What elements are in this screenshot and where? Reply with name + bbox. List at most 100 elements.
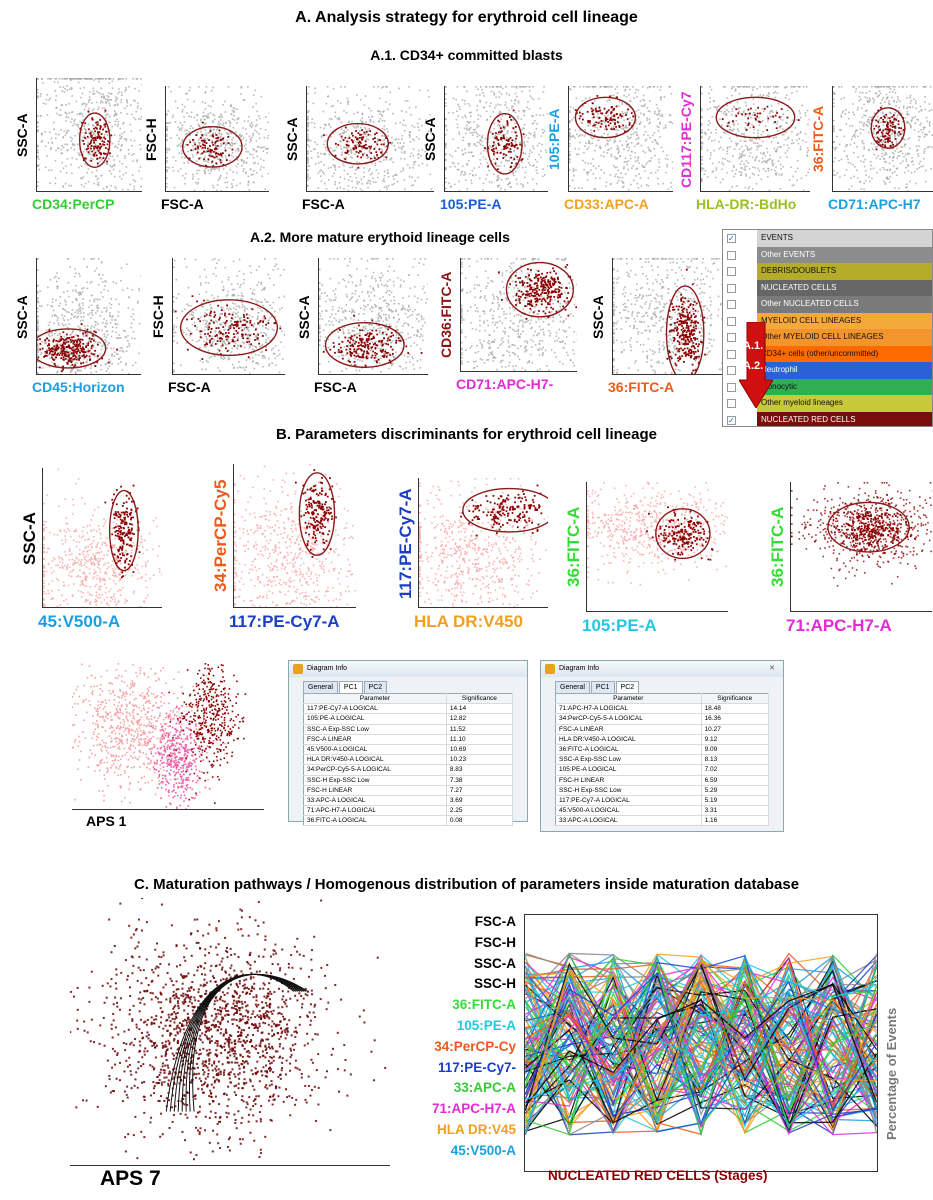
table-row[interactable]: 36:FITC-A LOGICAL 9.09 <box>555 744 770 756</box>
plot-a1-7: 36:FITC-A CD71:APC-H7 <box>810 86 933 212</box>
aps1-label: APS 1 <box>86 813 127 829</box>
gate-checkbox[interactable] <box>727 250 736 260</box>
table-row[interactable]: 105:PE-A LOGICAL 7.02 <box>555 764 770 776</box>
gate-checkbox[interactable] <box>727 267 736 276</box>
table-row[interactable]: SSC-H Exp-SSC Low 5.29 <box>555 785 770 796</box>
gate-tree-row[interactable]: Other myeloid lineages <box>723 395 932 412</box>
table-row[interactable]: 34:PerCP-Cy5-5-A LOGICAL 8.83 <box>303 764 514 776</box>
table-row[interactable]: 36:FITC-A LOGICAL 0.08 <box>303 815 514 827</box>
gate-checkbox[interactable] <box>727 316 736 326</box>
parameter-list: FSC-A FSC-H SSC-A SSC-H 36:FITC-A 105:PE-A 34:… <box>420 912 516 1162</box>
dialog-tabs: General PC1 PC2 <box>555 681 640 693</box>
dialog-tabs: General PC1 PC2 <box>303 681 388 693</box>
table-row[interactable]: 34:PerCP-Cy5-5-A LOGICAL 16.36 <box>555 713 770 725</box>
aps7-plot <box>70 898 390 1166</box>
plot-a1-3: SSC-A FSC-A <box>284 86 434 212</box>
section-c-heading: C. Maturation pathways / Homogenous dist… <box>133 876 800 893</box>
significance-cell: 9.12 <box>701 734 770 745</box>
tab-pc2[interactable]: PC2 <box>615 681 640 693</box>
table-row[interactable]: FSC-H LINEAR 7.27 <box>303 785 514 796</box>
table-row[interactable]: 45:V500-A LOGICAL 3.31 <box>555 805 770 817</box>
parameter-cell: 105:PE-A LOGICAL <box>303 713 447 725</box>
gate-tree-row[interactable]: DEBRIS/DOUBLETS <box>723 263 932 280</box>
gate-label: Other NUCLEATED CELLS <box>757 296 932 313</box>
plot-a2-3: SSC-A FSC-A <box>296 258 428 395</box>
plot-a1-1-ylabel: SSC-A <box>14 113 30 157</box>
tab-pc1[interactable]: PC1 <box>338 681 363 693</box>
parameter-cell: 33:APC-A LOGICAL <box>303 795 447 807</box>
column-header-parameter[interactable]: Parameter <box>303 693 447 705</box>
gate-checkbox[interactable] <box>727 382 736 392</box>
gate-tree-row[interactable]: Monocytic <box>723 378 932 395</box>
significance-cell: 11.10 <box>446 734 514 745</box>
gate-tree-row[interactable]: Other MYELOID CELL LINEAGES <box>723 329 932 346</box>
gate-checkbox[interactable] <box>727 349 736 359</box>
plot-b-4: 36:FITC-A 105:PE-A <box>564 482 728 635</box>
table-row[interactable]: FSC-H LINEAR 6.59 <box>555 775 770 786</box>
table-row[interactable]: SSC-H Exp-SSC Low 7.38 <box>303 775 514 786</box>
dialog-title: Diagram Info <box>559 665 600 672</box>
table-row[interactable]: 117:PE-Cy7-A LOGICAL 5.19 <box>555 795 770 807</box>
tab-general[interactable]: General <box>555 681 590 693</box>
table-row[interactable]: 117:PE-Cy7-A LOGICAL 14.14 <box>303 703 514 715</box>
column-header-significance[interactable]: Significance <box>446 693 514 705</box>
significance-cell: 10.23 <box>446 754 514 766</box>
gate-checkbox[interactable] <box>727 283 736 293</box>
plot-b-5-gate <box>827 501 910 553</box>
significance-cell: 3.69 <box>446 795 514 807</box>
gate-label: MYELOID CELL LINEAGES <box>757 312 932 329</box>
gate-tree-row[interactable]: Other EVENTS <box>723 246 932 263</box>
column-header-parameter[interactable]: Parameter <box>555 693 702 705</box>
gate-tree-row[interactable]: NUCLEATED CELLS <box>723 279 932 296</box>
table-row[interactable]: HLA DR:V450-A LOGICAL 10.23 <box>303 754 514 766</box>
column-header-significance[interactable]: Significance <box>701 693 770 705</box>
gate-tree-row[interactable]: ✓ NUCLEATED RED CELLS <box>723 411 932 426</box>
table-row[interactable]: SSC-A Exp-SSC Low 8.13 <box>555 754 770 766</box>
plot-b-2-xlabel: 117:PE-Cy7-A <box>229 612 340 631</box>
table-row[interactable]: FSC-A LINEAR 10.27 <box>555 724 770 735</box>
significance-cell: 6.59 <box>701 775 770 786</box>
tab-pc1[interactable]: PC1 <box>590 681 615 693</box>
dialog-titlebar[interactable]: Diagram Info <box>289 661 527 677</box>
table-row[interactable]: 71:APC-H7-A LOGICAL 18.48 <box>555 703 770 715</box>
plot-b-5-xlabel: 71:APC-H7-A <box>786 616 892 635</box>
parameter-label: 33:APC-A <box>453 1080 516 1096</box>
plot-a2-2-xlabel: FSC-A <box>168 379 211 395</box>
gate-checkbox[interactable] <box>727 399 736 408</box>
table-row[interactable]: HLA DR:V450-A LOGICAL 9.12 <box>555 734 770 745</box>
plot-b-1-scatter <box>43 468 162 607</box>
table-row[interactable]: 71:APC-H7-A LOGICAL 2.25 <box>303 805 514 817</box>
plot-a1-7-scatter <box>833 86 933 191</box>
table-row[interactable]: 33:APC-A LOGICAL 1.16 <box>555 815 770 827</box>
close-icon[interactable]: ✕ <box>769 665 775 672</box>
gate-tree-row[interactable]: MYELOID CELL LINEAGES <box>723 312 932 329</box>
table-row[interactable]: FSC-A LINEAR 11.10 <box>303 734 514 745</box>
gate-tree-row[interactable]: CD34+ cells (other/uncommitted) <box>723 345 932 362</box>
gate-checkbox[interactable] <box>727 333 736 342</box>
gate-tree-row[interactable]: ✓ EVENTS <box>723 230 932 247</box>
gate-tree-row[interactable]: Other NUCLEATED CELLS <box>723 296 932 313</box>
significance-cell: 18.48 <box>701 703 770 715</box>
gate-checkbox[interactable] <box>727 300 736 309</box>
dialog-titlebar[interactable]: Diagram Info ✕ <box>541 661 783 677</box>
table-row[interactable]: 33:APC-A LOGICAL 3.69 <box>303 795 514 807</box>
table-row[interactable]: 105:PE-A LOGICAL 12.82 <box>303 713 514 725</box>
tab-pc2[interactable]: PC2 <box>363 681 388 693</box>
parameter-cell: HLA DR:V450-A LOGICAL <box>555 734 702 745</box>
diagram-info-dialog-pc1: Diagram Info General PC1 PC2 Parameter Signif… <box>288 660 528 827</box>
gate-checkbox[interactable]: ✓ <box>727 234 736 243</box>
parameter-cell: 105:PE-A LOGICAL <box>555 764 702 776</box>
significance-cell: 9.09 <box>701 744 770 756</box>
gate-checkbox[interactable] <box>727 366 736 375</box>
plot-a2-3-gate <box>324 322 405 368</box>
significance-cell: 5.19 <box>701 795 770 807</box>
significance-cell: 3.31 <box>701 805 770 817</box>
aps1-scatter <box>72 663 247 809</box>
plot-b-1-gate <box>108 489 139 572</box>
plot-b-3-scatter <box>419 478 548 607</box>
gate-tree-row[interactable]: Neutrophil <box>723 362 932 379</box>
table-row[interactable]: 45:V500-A LOGICAL 10.69 <box>303 744 514 756</box>
tab-general[interactable]: General <box>303 681 338 693</box>
gate-checkbox[interactable]: ✓ <box>727 415 736 425</box>
table-row[interactable]: SSC-A Exp-SSC Low 11.52 <box>303 724 514 735</box>
